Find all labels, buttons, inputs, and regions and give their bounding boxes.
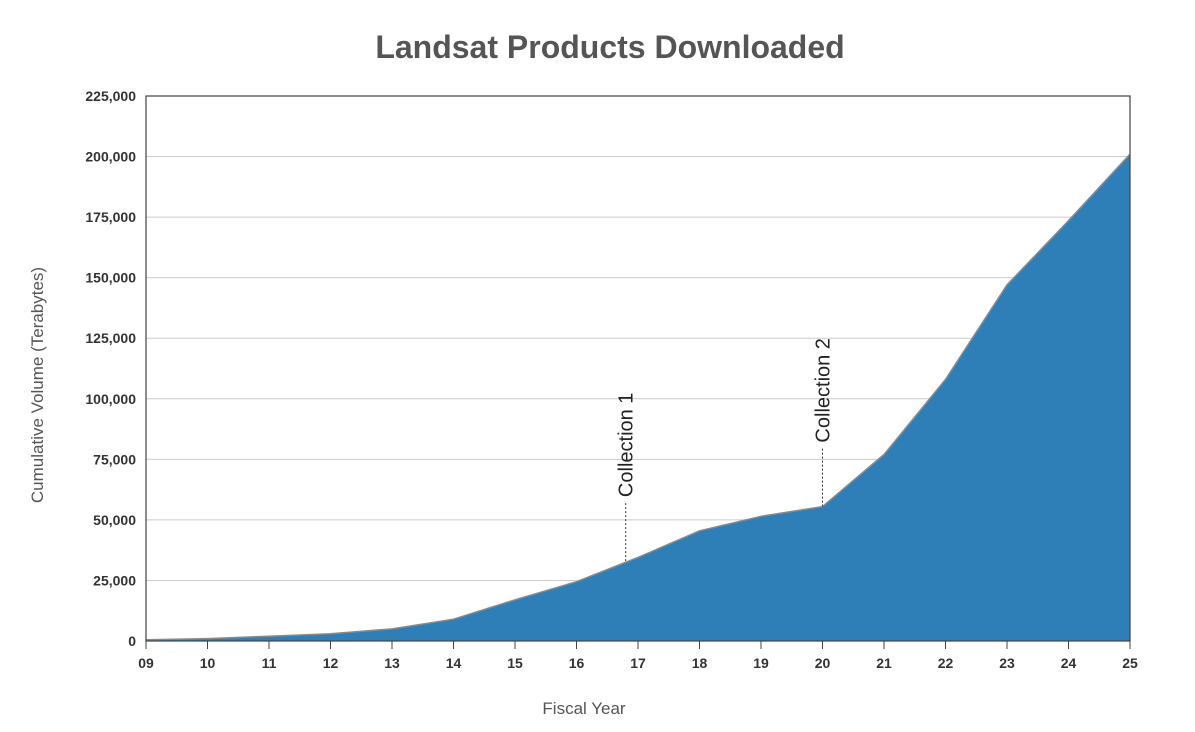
y-tick-label: 125,000 xyxy=(85,330,136,346)
x-tick-label: 20 xyxy=(815,655,831,671)
x-tick-label: 14 xyxy=(446,655,462,671)
y-tick-label: 25,000 xyxy=(93,572,136,588)
annotation-1: Collection 1 xyxy=(616,393,638,498)
x-tick-label: 17 xyxy=(630,655,646,671)
x-tick-label: 15 xyxy=(507,655,523,671)
y-tick-label: 0 xyxy=(128,633,136,649)
x-tick-label: 25 xyxy=(1122,655,1138,671)
x-tick-label: 24 xyxy=(1061,655,1077,671)
y-tick-label: 100,000 xyxy=(85,391,136,407)
y-tick-label: 50,000 xyxy=(93,512,136,528)
x-tick-label: 21 xyxy=(876,655,892,671)
annotation-label: Collection 2 xyxy=(813,338,835,443)
x-tick-label: 10 xyxy=(200,655,216,671)
y-tick-label: 150,000 xyxy=(85,270,136,286)
y-tick-label: 75,000 xyxy=(93,451,136,467)
annotation-2: Collection 2 xyxy=(813,338,835,443)
x-axis-label: Fiscal Year xyxy=(542,699,625,718)
chart-title: Landsat Products Downloaded xyxy=(375,29,844,65)
x-tick-label: 23 xyxy=(999,655,1015,671)
area-series-outline xyxy=(145,153,1131,641)
x-tick-label: 09 xyxy=(138,655,154,671)
y-axis-label: Cumulative Volume (Terabytes) xyxy=(28,267,47,503)
x-tick-label: 18 xyxy=(692,655,708,671)
x-tick-label: 16 xyxy=(569,655,585,671)
gridlines xyxy=(146,156,1130,581)
annotations: Collection 1 Collection 2 xyxy=(616,338,835,562)
x-tick-label: 12 xyxy=(323,655,339,671)
y-tick-label: 175,000 xyxy=(85,209,136,225)
x-axis: 09 10 11 12 13 14 15 16 17 18 19 20 21 22 23 24 25 xyxy=(138,641,1138,671)
y-axis: 0 25,000 50,000 75,000 100,000 125,000 150,000… xyxy=(85,88,136,649)
x-tick-label: 19 xyxy=(753,655,769,671)
x-tick-label: 22 xyxy=(938,655,954,671)
y-tick-label: 225,000 xyxy=(85,88,136,104)
y-tick-label: 200,000 xyxy=(85,149,136,165)
x-tick-label: 11 xyxy=(262,655,277,671)
annotation-label: Collection 1 xyxy=(616,393,638,498)
area-series xyxy=(146,154,1130,641)
x-tick-label: 13 xyxy=(384,655,400,671)
